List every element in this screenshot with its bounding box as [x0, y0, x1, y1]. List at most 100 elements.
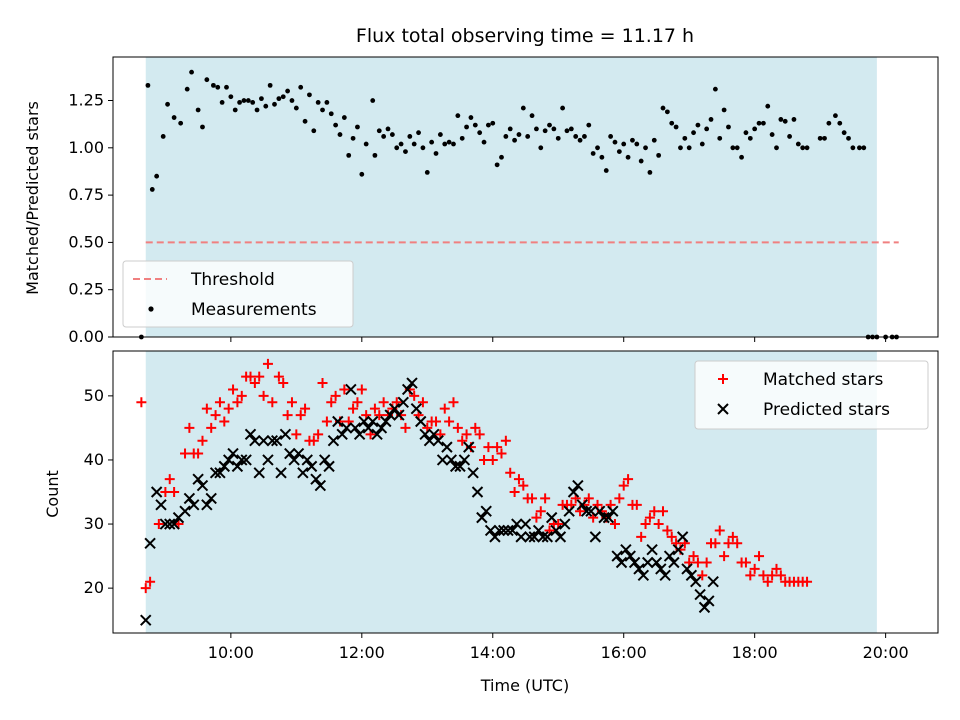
matched-star-point [740, 557, 751, 568]
predicted-star-point [358, 415, 370, 428]
measurement-point [850, 145, 856, 151]
matched-star-point [531, 512, 542, 523]
measurement-point [160, 134, 166, 139]
measurement-point [228, 94, 234, 100]
predicted-star-point [449, 460, 462, 473]
measurement-point [219, 100, 225, 105]
predicted-star-point [183, 492, 196, 505]
legend-matched-swatch [718, 374, 728, 384]
measurement-point [603, 168, 609, 173]
legend-label: Measurements [191, 300, 317, 320]
measurement-point [420, 145, 426, 151]
matched-star-point [448, 397, 459, 408]
matched-star-point [535, 506, 546, 517]
measurement-point [678, 145, 683, 151]
measurement-point [551, 126, 557, 132]
predicted-star-point [192, 473, 204, 485]
matched-star-point [409, 390, 420, 401]
measurement-point [285, 88, 291, 94]
measurement-point [424, 170, 430, 175]
matched-star-point [758, 570, 769, 581]
measurement-point [841, 130, 847, 136]
measurement-point [568, 126, 574, 132]
measurement-point [355, 124, 360, 130]
measurement-point [237, 100, 242, 105]
matched-star-point [140, 583, 151, 594]
legend-box [122, 260, 354, 328]
matched-star-point [688, 551, 699, 562]
matched-star-point [527, 493, 538, 504]
measurement-point [267, 82, 273, 88]
measurement-point [612, 139, 618, 145]
top-y-tick-label: 0.25 [68, 280, 104, 299]
measurement-point [311, 128, 317, 134]
measurement-point [494, 162, 500, 168]
measurement-point [717, 135, 723, 141]
predicted-star-point [646, 543, 658, 556]
measurement-point [769, 132, 775, 137]
measurement-point [232, 107, 238, 113]
measurement-point [846, 135, 851, 141]
measurement-point [381, 134, 387, 139]
measurement-point [245, 98, 251, 103]
predicted-star-point [388, 402, 401, 415]
predicted-star-point [694, 588, 706, 601]
measurement-point [520, 105, 526, 111]
predicted-star-point [155, 499, 167, 511]
predicted-star-point [563, 505, 575, 517]
x-tick-label: 12:00 [339, 643, 385, 662]
predicted-star-point [401, 383, 414, 396]
legend-measurement-swatch [148, 306, 154, 312]
predicted-star-point [493, 524, 506, 537]
matched-star-point [136, 397, 147, 408]
predicted-star-point [168, 518, 180, 530]
matched-star-point [745, 570, 756, 581]
predicted-star-point [214, 467, 226, 479]
matched-star-point [245, 371, 256, 382]
matched-star-point [193, 448, 204, 459]
predicted-star-point [336, 428, 348, 441]
measurement-point [595, 145, 600, 151]
predicted-star-point [489, 531, 501, 543]
measurement-point [459, 135, 465, 141]
predicted-star-point [275, 467, 287, 479]
matched-star-point [631, 499, 642, 510]
matched-star-point [662, 525, 673, 536]
predicted-star-point [672, 543, 684, 556]
predicted-star-point [690, 576, 702, 588]
predicted-star-point [537, 531, 549, 543]
matched-star-point [206, 422, 217, 433]
predicted-star-point [262, 454, 274, 466]
predicted-star-point [698, 601, 711, 614]
top-y-tick-label: 1.00 [68, 138, 104, 157]
predicted-star-point [288, 454, 300, 466]
predicted-star-point [585, 505, 597, 517]
matched-star-point [313, 429, 324, 440]
predicted-star-point [349, 422, 361, 434]
measurement-point [324, 100, 330, 105]
matched-star-point [452, 422, 463, 433]
predicted-star-point [397, 396, 409, 408]
measurement-point [586, 122, 592, 128]
measurement-point [472, 122, 478, 128]
measurement-point [370, 98, 376, 103]
predicted-star-point [423, 435, 436, 447]
predicted-star-point [559, 518, 571, 530]
matched-star-point [219, 416, 230, 427]
matched-star-point [701, 557, 712, 568]
predicted-star-point [380, 415, 392, 428]
predicted-star-point [572, 479, 584, 492]
predicted-star-point [188, 499, 200, 511]
measurement-point [477, 130, 483, 136]
matched-star-point [636, 531, 647, 542]
matched-star-point [649, 506, 660, 517]
matched-star-point [444, 416, 455, 427]
predicted-star-point [480, 505, 492, 517]
matched-star-point [169, 487, 180, 497]
measurement-point [673, 124, 679, 130]
measurement-point [333, 122, 339, 128]
top-y-tick-label: 1.25 [68, 91, 104, 110]
predicted-star-point [222, 454, 235, 466]
matched-star-point [479, 454, 490, 465]
bottom-y-tick-label: 20 [84, 578, 104, 597]
